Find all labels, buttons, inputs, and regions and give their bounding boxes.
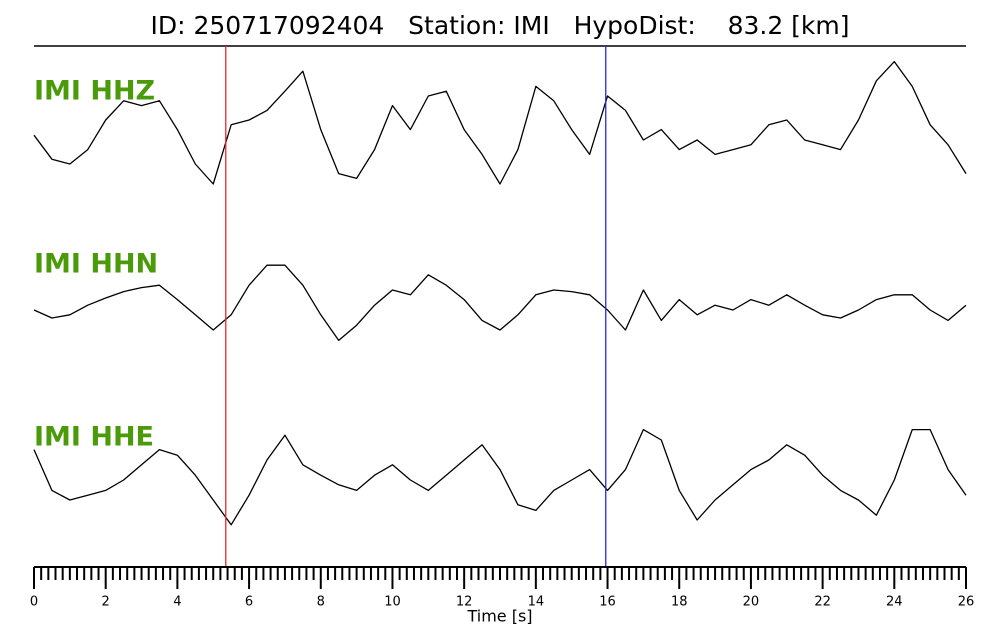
x-tick-label: 20 bbox=[743, 595, 760, 610]
x-tick-label: 12 bbox=[456, 595, 473, 610]
trace-name: IMI HHZ bbox=[34, 76, 155, 107]
chart-title: ID: 250717092404 Station: IMI HypoDist: … bbox=[150, 11, 849, 40]
x-tick-label: 4 bbox=[173, 595, 181, 610]
x-tick-label: 24 bbox=[886, 595, 903, 610]
x-tick-label: 26 bbox=[958, 595, 975, 610]
x-tick-label: 2 bbox=[102, 595, 110, 610]
x-tick-label: 14 bbox=[528, 595, 545, 610]
x-tick-label: 16 bbox=[599, 595, 616, 610]
trace bbox=[33, 60, 967, 185]
x-tick-label: 18 bbox=[671, 595, 688, 610]
x-tick-label: 8 bbox=[317, 595, 325, 610]
trace bbox=[33, 428, 967, 526]
trace bbox=[33, 264, 967, 342]
x-tick-label: 0 bbox=[30, 595, 38, 610]
x-tick-label: 10 bbox=[384, 595, 401, 610]
x-tick-label: 6 bbox=[245, 595, 253, 610]
x-axis-label: Time [s] bbox=[466, 607, 532, 626]
x-tick-label: 22 bbox=[814, 595, 831, 610]
trace-name: IMI HHN bbox=[34, 249, 158, 280]
trace-name: IMI HHE bbox=[34, 422, 154, 453]
